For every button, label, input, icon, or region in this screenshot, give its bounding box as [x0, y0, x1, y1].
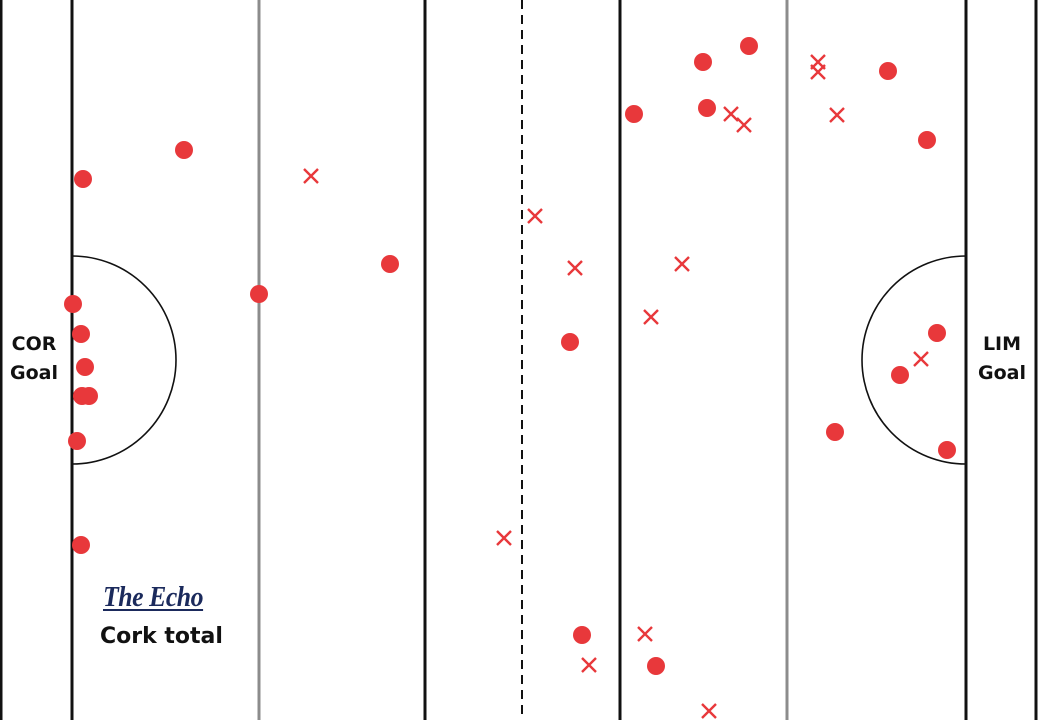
- miss-marker: [736, 117, 752, 133]
- score-marker: [647, 657, 665, 675]
- score-marker: [64, 295, 82, 313]
- cor-goal-label: COR Goal: [6, 330, 62, 388]
- scores-layer: [64, 37, 956, 675]
- miss-marker: [810, 64, 826, 80]
- score-marker: [573, 626, 591, 644]
- score-marker: [826, 423, 844, 441]
- score-marker: [561, 333, 579, 351]
- score-marker: [76, 358, 94, 376]
- score-marker: [928, 324, 946, 342]
- score-marker: [938, 441, 956, 459]
- miss-marker: [643, 309, 659, 325]
- miss-marker: [723, 106, 739, 122]
- miss-marker: [701, 703, 717, 719]
- misses-layer: [303, 54, 929, 719]
- cor-team-text: COR: [11, 333, 57, 355]
- score-marker: [250, 285, 268, 303]
- score-marker: [72, 325, 90, 343]
- score-marker: [879, 62, 897, 80]
- score-marker: [68, 432, 86, 450]
- brand-logo: The Echo: [103, 582, 204, 613]
- score-marker: [381, 255, 399, 273]
- score-marker: [698, 99, 716, 117]
- lim-team-text: LIM: [982, 333, 1022, 355]
- score-marker: [891, 366, 909, 384]
- miss-marker: [829, 107, 845, 123]
- lim-semicircle: [861, 255, 967, 465]
- lim-goal-label: LIM Goal: [976, 330, 1028, 388]
- miss-marker: [674, 256, 690, 272]
- chart-caption: Cork total: [100, 624, 223, 649]
- score-marker: [175, 141, 193, 159]
- score-marker: [740, 37, 758, 55]
- cor-semicircle: [71, 255, 177, 465]
- miss-marker: [527, 208, 543, 224]
- miss-marker: [913, 351, 929, 367]
- miss-marker: [581, 657, 597, 673]
- score-marker: [694, 53, 712, 71]
- score-marker: [80, 387, 98, 405]
- miss-marker: [303, 168, 319, 184]
- score-marker: [72, 536, 90, 554]
- lim-goal-text: Goal: [978, 362, 1026, 384]
- score-marker: [918, 131, 936, 149]
- cor-goal-text: Goal: [10, 362, 58, 384]
- score-marker: [625, 105, 643, 123]
- miss-marker: [567, 260, 583, 276]
- miss-marker: [637, 626, 653, 642]
- miss-marker: [496, 530, 512, 546]
- score-marker: [74, 170, 92, 188]
